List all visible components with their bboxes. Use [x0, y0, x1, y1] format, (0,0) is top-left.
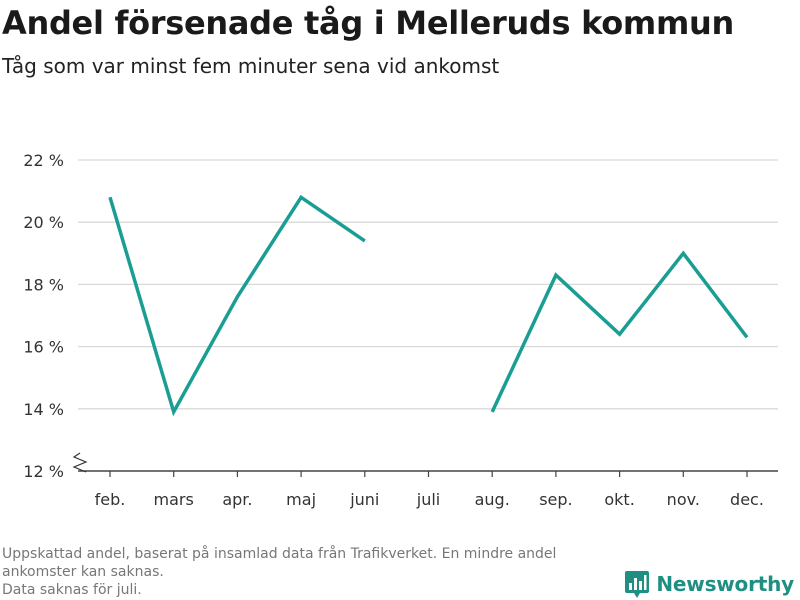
x-tick-label: okt.	[604, 490, 634, 509]
bar-chart-logo-icon	[625, 571, 650, 598]
x-tick-label: sep.	[539, 490, 572, 509]
brand-name: Newsworthy	[656, 572, 794, 596]
footer-notes: Uppskattad andel, baserat på insamlad da…	[2, 545, 642, 599]
footer-note: Data saknas för juli.	[2, 582, 142, 598]
x-tick-label: feb.	[95, 490, 126, 509]
brand-logo: Newsworthy	[624, 568, 794, 600]
y-tick-label: 16 %	[23, 338, 64, 357]
chart-subtitle: Tåg som var minst fem minuter sena vid a…	[2, 54, 500, 78]
x-tick-label: mars	[154, 490, 194, 509]
y-axis-labels: 12 % 14 % 16 % 18 % 20 % 22 %	[23, 151, 64, 481]
series-line	[490, 250, 749, 413]
axis-break-mark	[72, 452, 88, 473]
chart-title: Andel försenade tåg i Melleruds kommun	[2, 4, 734, 42]
x-tick-label: maj	[286, 490, 316, 509]
x-tick-label: juni	[349, 490, 379, 509]
footer-note: Uppskattad andel, baserat på insamlad da…	[2, 546, 557, 562]
series-line	[108, 194, 366, 417]
x-tick-label: apr.	[222, 490, 252, 509]
y-tick-label: 20 %	[23, 213, 64, 232]
series-lines	[108, 194, 749, 417]
grid-lines	[78, 159, 778, 410]
x-tick-label: nov.	[667, 490, 700, 509]
footer-note: ankomster kan saknas.	[2, 564, 164, 580]
x-tick-label: aug.	[475, 490, 510, 509]
x-axis	[72, 452, 778, 477]
x-tick-label: juli	[416, 490, 440, 509]
y-tick-label: 22 %	[23, 151, 64, 170]
y-tick-label: 12 %	[23, 462, 64, 481]
x-axis-labels: feb. mars apr. maj juni juli aug. sep. okt. nov. d…	[95, 490, 764, 509]
y-tick-label: 18 %	[23, 275, 64, 294]
y-tick-label: 14 %	[23, 400, 64, 419]
line-chart: 12 % 14 % 16 % 18 % 20 % 22 % feb. mars apr. maj…	[23, 151, 778, 509]
x-tick-label: dec.	[730, 490, 764, 509]
